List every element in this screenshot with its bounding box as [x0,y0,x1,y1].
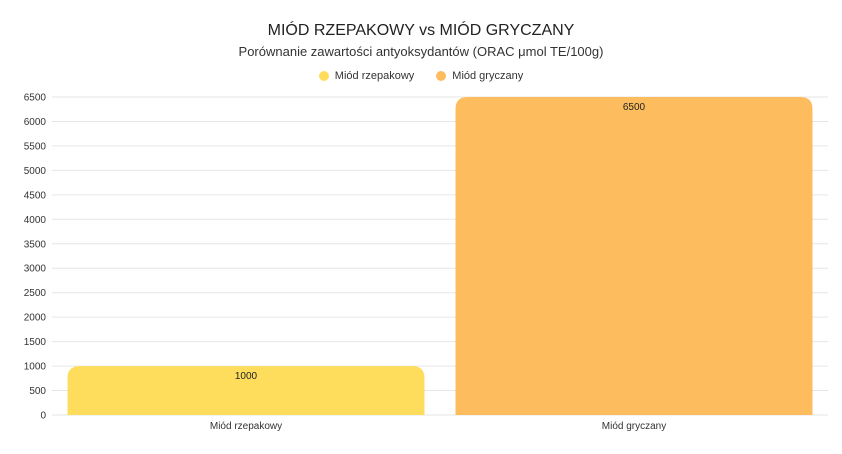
legend-swatch-gryczany-icon [436,71,447,81]
legend: Miód rzepakowy Miód gryczany [0,70,842,82]
y-tick-label: 500 [29,386,46,397]
legend-label-rzepakowy: Miód rzepakowy [334,70,415,82]
y-tick-label: 5000 [24,166,47,177]
data-label: 1000 [235,371,258,382]
y-tick-label: 2500 [24,288,47,299]
legend-item-rzepakowy[interactable]: Miód rzepakowy [318,70,415,82]
y-tick-label: 3000 [24,264,47,275]
legend-label-gryczany: Miód gryczany [452,70,524,82]
legend-swatch-rzepakowy-icon [318,71,329,81]
chart-title: MIÓD RZEPAKOWY vs MIÓD GRYCZANY [267,22,575,39]
y-tick-label: 6000 [24,117,47,128]
y-tick-label: 6500 [24,93,47,104]
y-tick-label: 4000 [24,215,47,226]
bar [455,97,813,415]
y-tick-label: 1000 [24,362,47,373]
y-tick-label: 2000 [24,313,47,324]
x-tick-label: Miód gryczany [602,421,666,432]
y-tick-label: 3500 [24,239,47,250]
y-tick-label: 4500 [24,190,47,201]
bar [67,366,425,415]
y-tick-label: 0 [40,411,46,422]
legend-item-gryczany[interactable]: Miód gryczany [436,70,523,82]
x-tick-label: Miód rzepakowy [210,421,282,432]
data-label: 6500 [623,102,646,113]
chart-subtitle: Porównanie zawartości antyoksydantów (OR… [238,44,604,59]
y-tick-label: 1500 [24,337,47,348]
y-tick-label: 5500 [24,141,47,152]
